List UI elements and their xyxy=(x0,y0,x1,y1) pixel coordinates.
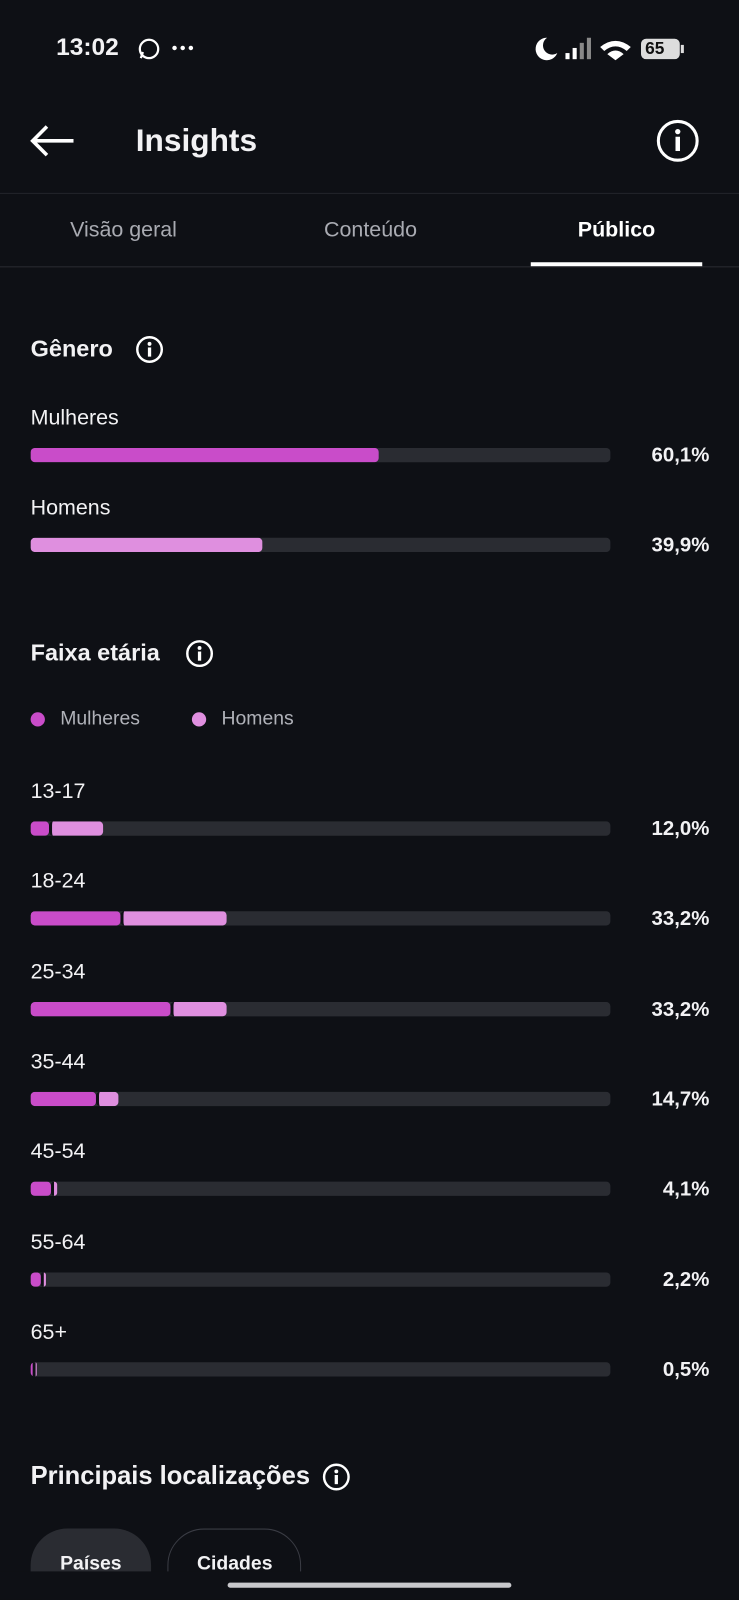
bar-track xyxy=(30,1091,611,1107)
bar-men xyxy=(41,1271,47,1287)
row-label: 25-34 xyxy=(30,959,86,984)
bar-men xyxy=(120,911,227,926)
page-title: Insights xyxy=(135,122,258,159)
legend-label: Mulheres xyxy=(60,708,140,730)
legend-label: Homens xyxy=(221,708,294,730)
tab[interactable]: Público xyxy=(577,218,656,242)
info-icon[interactable] xyxy=(322,1462,352,1492)
legend-dot xyxy=(191,712,207,727)
bar-track xyxy=(30,1271,611,1287)
info-icon[interactable] xyxy=(135,335,165,365)
bar-men xyxy=(96,1091,119,1107)
row-label: 65+ xyxy=(30,1320,67,1344)
row-label: 55-64 xyxy=(30,1230,86,1254)
bar-men xyxy=(32,1362,37,1377)
button-label: Cidades xyxy=(197,1553,273,1575)
tab[interactable]: Visão geral xyxy=(70,218,177,242)
more-dots xyxy=(172,45,194,51)
info-icon[interactable] xyxy=(185,639,215,669)
tab[interactable]: Conteúdo xyxy=(324,218,417,242)
bar-track xyxy=(30,1181,611,1197)
value-label: 33,2% xyxy=(651,998,710,1021)
bar-track xyxy=(30,1362,611,1377)
status-icons xyxy=(535,37,684,61)
value-label: 14,7% xyxy=(651,1088,710,1111)
bar xyxy=(30,537,262,553)
bar-women xyxy=(30,911,121,926)
bar-track xyxy=(30,447,611,463)
bar-men xyxy=(170,1001,227,1016)
bar-women xyxy=(30,1271,42,1287)
value-label: 33,2% xyxy=(651,907,710,931)
clock: 13:02 xyxy=(56,33,119,62)
bar-women xyxy=(30,1001,171,1016)
value-label: 39,9% xyxy=(651,534,710,557)
bar-track xyxy=(30,911,611,926)
section-title: Gênero xyxy=(30,335,113,362)
info-button[interactable] xyxy=(655,118,700,163)
row-label: 13-17 xyxy=(30,779,86,804)
value-label: 0,5% xyxy=(662,1358,710,1381)
bar-track xyxy=(30,537,611,553)
city-button[interactable] xyxy=(167,1528,302,1600)
bar-women xyxy=(30,821,50,836)
section-title: Faixa etária xyxy=(30,639,160,666)
bar-men xyxy=(50,1181,58,1197)
value-label: 12,0% xyxy=(651,817,710,841)
legend-dot xyxy=(30,712,45,727)
bar-men xyxy=(49,821,104,836)
row-label: 45-54 xyxy=(30,1139,86,1164)
bar-track xyxy=(30,1001,611,1016)
back-button[interactable] xyxy=(29,124,76,157)
section-title: Principais localizações xyxy=(30,1461,311,1491)
divider xyxy=(0,266,739,268)
row-label: Mulheres xyxy=(30,406,119,430)
battery-level: 65 xyxy=(645,38,665,59)
button-label: Países xyxy=(60,1553,122,1575)
row-label: 18-24 xyxy=(30,869,86,894)
divider xyxy=(0,192,739,194)
whatsapp-icon xyxy=(138,38,160,60)
row-label: Homens xyxy=(30,495,111,520)
bar-women xyxy=(30,1181,51,1197)
tab-underline xyxy=(530,262,703,267)
row-label: 35-44 xyxy=(30,1049,86,1074)
bar-women xyxy=(30,1091,97,1107)
bar-track xyxy=(30,821,611,836)
home-indicator xyxy=(227,1582,512,1588)
value-label: 2,2% xyxy=(662,1268,710,1291)
bar-women xyxy=(30,1362,33,1377)
bar xyxy=(30,447,380,463)
value-label: 4,1% xyxy=(662,1178,710,1201)
value-label: 60,1% xyxy=(651,444,710,467)
